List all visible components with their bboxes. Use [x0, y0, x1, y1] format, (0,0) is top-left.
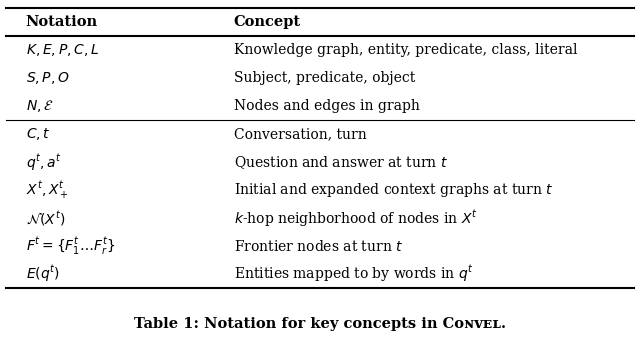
Text: $F^t = \{F^t_1 \ldots F^t_r\}$: $F^t = \{F^t_1 \ldots F^t_r\}$ — [26, 235, 115, 257]
Text: $N, \mathcal{E}$: $N, \mathcal{E}$ — [26, 98, 53, 114]
Text: $E(q^t)$: $E(q^t)$ — [26, 264, 60, 284]
Text: $\mathcal{N}(X^t)$: $\mathcal{N}(X^t)$ — [26, 209, 65, 227]
Text: Concept: Concept — [234, 16, 301, 29]
Text: Nodes and edges in graph: Nodes and edges in graph — [234, 99, 419, 113]
Text: Initial and expanded context graphs at turn $t$: Initial and expanded context graphs at t… — [234, 181, 553, 199]
Text: Knowledge graph, entity, predicate, class, literal: Knowledge graph, entity, predicate, clas… — [234, 43, 577, 57]
Text: $k$-hop neighborhood of nodes in $X^t$: $k$-hop neighborhood of nodes in $X^t$ — [234, 208, 477, 228]
Text: $S, P, O$: $S, P, O$ — [26, 70, 69, 86]
Text: $q^t, a^t$: $q^t, a^t$ — [26, 152, 61, 173]
Text: Frontier nodes at turn $t$: Frontier nodes at turn $t$ — [234, 239, 403, 254]
Text: $K, E, P, C, L$: $K, E, P, C, L$ — [26, 42, 99, 58]
Text: Entities mapped to by words in $q^t$: Entities mapped to by words in $q^t$ — [234, 264, 473, 284]
Text: Conversation, turn: Conversation, turn — [234, 127, 366, 141]
Text: Table 1: Notation for key concepts in Cᴏɴᴠᴇʟ.: Table 1: Notation for key concepts in Cᴏ… — [134, 317, 506, 331]
Text: $X^t, X^t_+$: $X^t, X^t_+$ — [26, 179, 68, 201]
Text: Notation: Notation — [26, 16, 98, 29]
Text: $C, t$: $C, t$ — [26, 126, 51, 142]
Text: Subject, predicate, object: Subject, predicate, object — [234, 71, 415, 85]
Text: Question and answer at turn $t$: Question and answer at turn $t$ — [234, 154, 447, 171]
